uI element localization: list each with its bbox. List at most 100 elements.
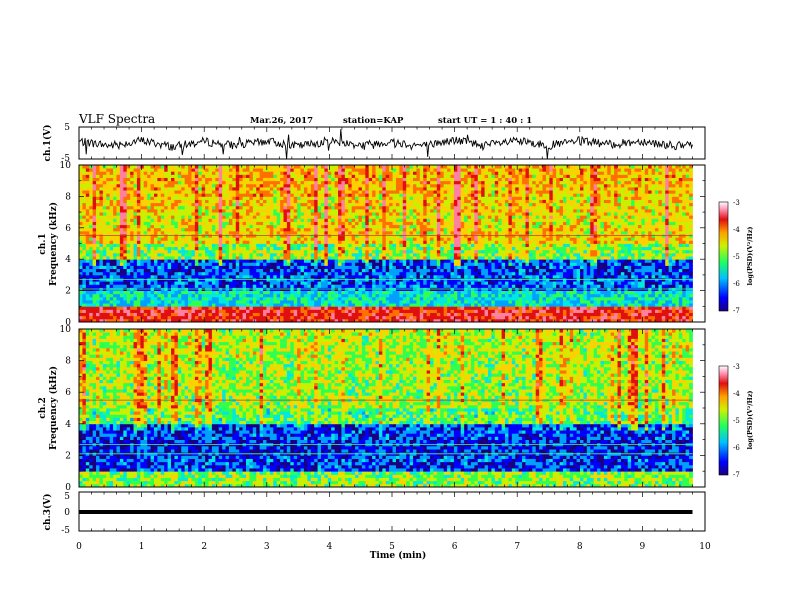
spectrogram-cell: [661, 306, 666, 310]
spectrogram-cell: [450, 303, 455, 307]
spectrogram-cell: [242, 309, 247, 313]
spectrogram-cell: [133, 252, 138, 257]
spectrogram-cell: [607, 312, 612, 317]
spectrogram-cell: [562, 318, 567, 323]
spectrogram-cell: [286, 318, 291, 323]
spectrogram-cell: [518, 293, 523, 298]
spectrogram-cell: [269, 249, 274, 254]
spectrogram-cell: [624, 281, 629, 285]
spectrogram-cell: [419, 240, 424, 244]
spectrogram-cell: [682, 284, 687, 288]
spectrogram-cell: [177, 249, 182, 254]
spectrogram-cell: [678, 306, 683, 310]
spectrogram-cell: [228, 318, 233, 323]
spectrogram-cell: [535, 309, 540, 313]
spectrogram-cell: [573, 249, 577, 254]
spectrogram-cell: [269, 243, 274, 248]
spectrogram-cell: [252, 315, 257, 320]
spectrogram-cell: [89, 265, 94, 270]
spectrogram-cell: [218, 274, 223, 279]
spectrogram-cell: [491, 303, 496, 307]
spectrogram-cell: [440, 268, 445, 273]
spectrogram-cell: [150, 265, 155, 270]
spectrogram-cell: [194, 293, 199, 298]
spectrogram-cell: [92, 271, 97, 276]
spectrogram-cell: [426, 237, 431, 241]
spectrogram-cell: [119, 290, 124, 295]
spectrogram-cell: [569, 252, 574, 257]
spectrogram-cell: [153, 318, 158, 323]
spectrogram-cell: [266, 296, 271, 301]
spectrogram-cell: [487, 274, 492, 279]
spectrogram-cell: [474, 252, 479, 257]
spectrogram-cell: [614, 262, 618, 266]
spectrogram-cell: [617, 309, 622, 313]
spectrogram-cell: [235, 274, 240, 279]
spectrogram-cell: [511, 252, 516, 257]
spectrogram-cell: [259, 318, 264, 323]
spectrogram-cell: [525, 284, 530, 288]
spectrogram-cell: [593, 246, 598, 251]
spectrogram-cell: [566, 252, 571, 257]
spectrogram-cell: [597, 243, 601, 248]
spectrogram-cell: [484, 271, 489, 276]
spectrogram-cell: [92, 268, 97, 273]
spectrogram-cell: [443, 290, 448, 295]
spectrogram-cell: [430, 300, 434, 304]
spectrogram-cell: [637, 237, 642, 241]
spectrogram-cell: [317, 240, 322, 244]
spectrogram-cell: [136, 240, 141, 244]
spectrogram-cell: [470, 306, 475, 310]
spectrogram-cell: [603, 259, 608, 263]
spectrogram-cell: [174, 243, 179, 248]
spectrogram-cell: [498, 274, 503, 279]
spectrogram-cell: [402, 306, 407, 310]
spectrogram-cell: [303, 312, 308, 317]
spectrogram-cell: [123, 249, 128, 254]
spectrogram-cell: [273, 246, 278, 251]
spectrogram-cell: [174, 259, 179, 263]
spectrogram-cell: [467, 268, 472, 273]
spectrogram-cell: [675, 318, 680, 323]
spectrogram-cell: [198, 249, 203, 254]
spectrogram-cell: [637, 262, 642, 266]
spectrogram-cell: [235, 306, 240, 310]
spectrogram-cell: [109, 237, 114, 241]
spectrogram-cell: [303, 309, 308, 313]
spectrogram-cell: [147, 300, 151, 304]
spectrogram-cell: [293, 246, 298, 251]
spectrogram-cell: [338, 303, 342, 307]
spectrogram-cell: [147, 318, 151, 323]
spectrogram-cell: [263, 252, 267, 257]
spectrogram-cell: [603, 296, 608, 301]
spectrogram-cell: [153, 268, 158, 273]
spectrogram-cell: [682, 281, 687, 285]
spectrogram-cell: [423, 306, 428, 310]
spectrogram-cell: [600, 312, 605, 317]
spectrogram-cell: [297, 296, 301, 301]
spectrogram-cell: [290, 256, 295, 260]
spectrogram-cell: [96, 262, 100, 266]
spectrogram-cell: [620, 262, 625, 266]
spectrogram-cell: [181, 265, 186, 270]
spectrogram-cell: [505, 303, 509, 307]
spectrogram-cell: [607, 281, 612, 285]
spectrogram-cell: [682, 249, 687, 254]
spectrogram-cell: [303, 271, 308, 276]
spectrogram-cell: [215, 240, 220, 244]
spectrogram-cell: [232, 300, 237, 304]
spectrogram-cell: [283, 252, 288, 257]
spectrogram-cell: [614, 306, 618, 310]
spectrogram-cell: [648, 265, 652, 270]
spectrogram-cell: [583, 309, 588, 313]
spectrogram-cell: [648, 271, 652, 276]
spectrogram-cell: [89, 284, 94, 288]
spectrogram-cell: [525, 303, 530, 307]
spectrogram-cell: [545, 252, 550, 257]
spectrogram-cell: [682, 237, 687, 241]
spectrogram-cell: [658, 246, 663, 251]
spectrogram-cell: [344, 240, 349, 244]
spectrogram-cell: [672, 281, 676, 285]
spectrogram-cell: [191, 268, 196, 273]
spectrogram-cell: [665, 296, 670, 301]
